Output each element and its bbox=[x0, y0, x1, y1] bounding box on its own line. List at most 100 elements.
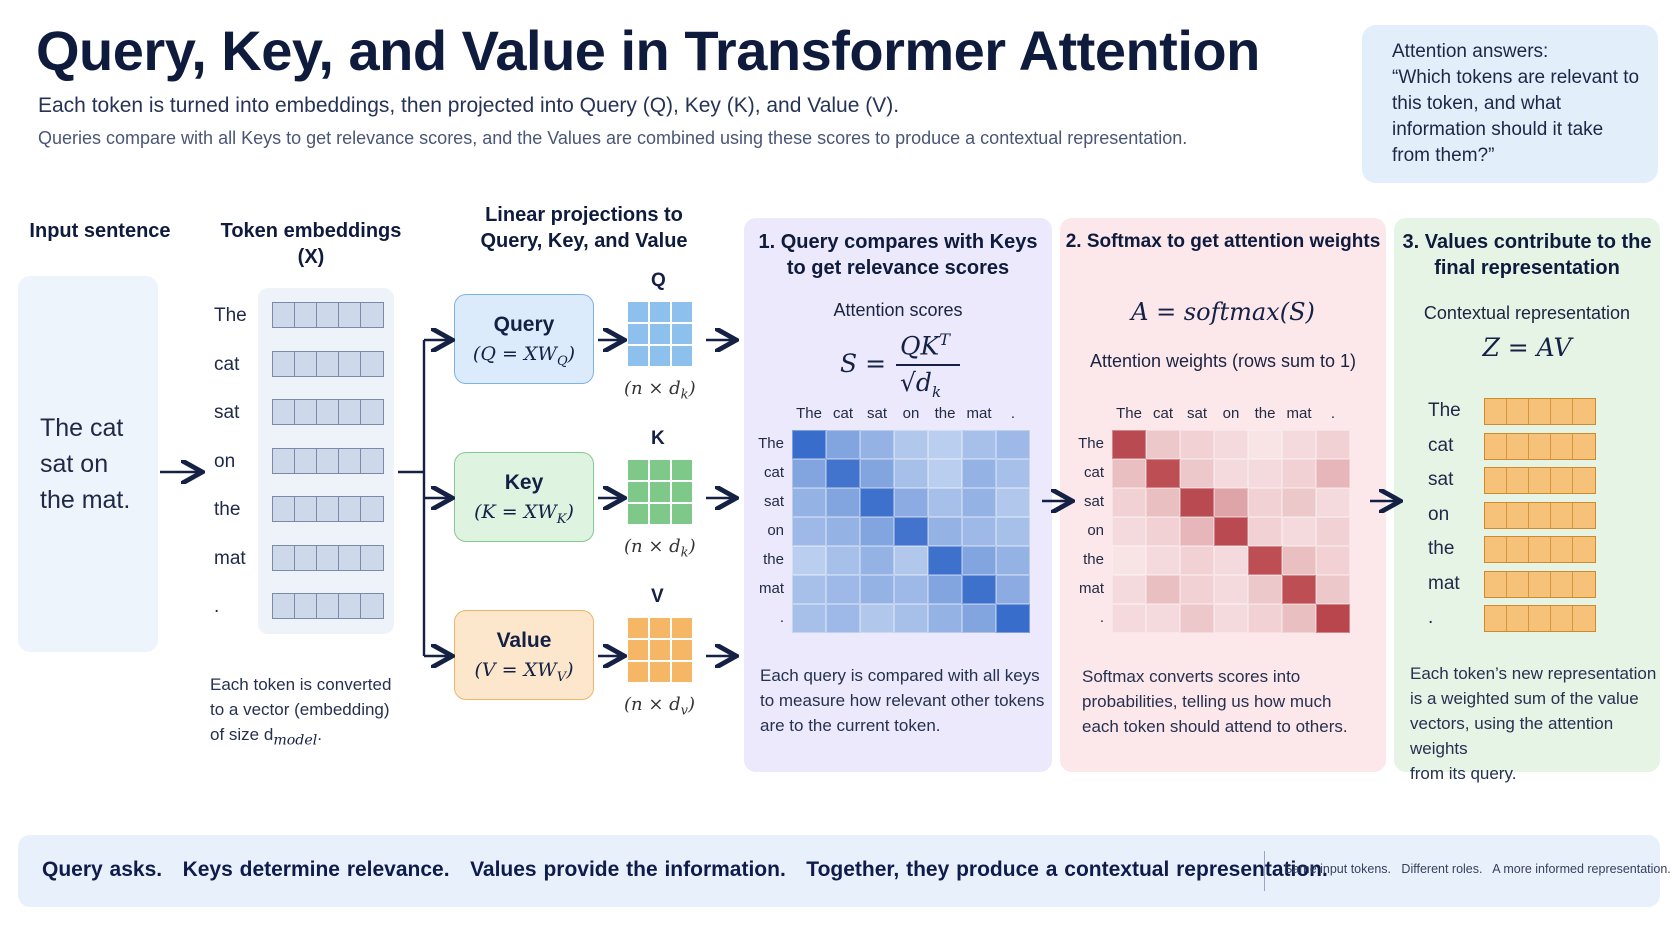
embeddings-header: Token embeddings (X) bbox=[206, 218, 416, 270]
matrix-cell bbox=[672, 324, 692, 344]
projection-formula-close: ) bbox=[566, 659, 574, 681]
weight-row-label: sat bbox=[1083, 493, 1104, 510]
embedding-cell bbox=[295, 303, 317, 327]
score-row-label: . bbox=[779, 609, 784, 626]
weight-row-label: . bbox=[1099, 609, 1104, 626]
projection-formula: (V = XWV) bbox=[455, 659, 593, 685]
output-cell bbox=[1551, 571, 1573, 597]
projection-formula-sub: V bbox=[556, 669, 567, 685]
page-title: Query, Key, and Value in Transformer Att… bbox=[36, 19, 1260, 82]
weight-cell bbox=[1146, 459, 1180, 488]
output-cell bbox=[1507, 433, 1529, 459]
output-cell bbox=[1529, 399, 1551, 424]
weight-row-label: The bbox=[1078, 435, 1104, 452]
weight-cell bbox=[1180, 488, 1214, 517]
weight-cell bbox=[1248, 546, 1282, 575]
projection-formula-text: (V = XW bbox=[474, 659, 557, 681]
score-cell bbox=[962, 575, 996, 604]
score-cell bbox=[996, 546, 1030, 575]
score-row-label: mat bbox=[758, 580, 784, 597]
score-cell bbox=[962, 459, 996, 488]
output-cell bbox=[1485, 433, 1507, 459]
matrix-cell bbox=[650, 346, 670, 366]
step1-label: Attention scores bbox=[833, 300, 963, 320]
output-cell bbox=[1529, 468, 1551, 493]
output-cell bbox=[1551, 537, 1573, 562]
footer-small: Same input tokens. Different roles. A mo… bbox=[1284, 862, 1671, 876]
output-cell bbox=[1551, 502, 1573, 528]
score-cell bbox=[894, 517, 928, 546]
weight-row-label: cat bbox=[1083, 464, 1104, 481]
output-token-label: . bbox=[1428, 607, 1434, 628]
embedding-token-label: the bbox=[214, 499, 241, 520]
output-cell bbox=[1485, 537, 1507, 562]
weight-cell bbox=[1180, 575, 1214, 604]
matrix-cell bbox=[672, 662, 692, 682]
score-cell bbox=[826, 488, 860, 517]
weight-cell bbox=[1180, 604, 1214, 633]
output-vector bbox=[1484, 467, 1596, 494]
embedding-token-label: The bbox=[214, 305, 247, 326]
score-col-label: on bbox=[902, 405, 920, 422]
matrix-cell bbox=[672, 640, 692, 660]
callout-line1: Attention answers: bbox=[1392, 41, 1549, 62]
weight-cell bbox=[1146, 604, 1180, 633]
step1-formula-num-text: QK bbox=[900, 331, 940, 361]
output-cell bbox=[1485, 502, 1507, 528]
output-token-label: mat bbox=[1428, 572, 1460, 594]
embedding-cell bbox=[273, 400, 295, 424]
weight-row-label: the bbox=[1083, 551, 1104, 568]
step1-header-line2: to get relevance scores bbox=[786, 257, 1010, 279]
score-cell bbox=[894, 430, 928, 459]
weight-col-label: mat bbox=[1286, 405, 1312, 422]
output-cell bbox=[1507, 571, 1529, 597]
score-cell bbox=[826, 575, 860, 604]
embedding-cell bbox=[295, 594, 317, 618]
output-cell bbox=[1485, 571, 1507, 597]
weight-cell bbox=[1248, 459, 1282, 488]
embedding-vector bbox=[272, 593, 384, 619]
matrix-dimension: (n × dk) bbox=[624, 536, 696, 561]
weight-cell bbox=[1112, 430, 1146, 459]
output-vector bbox=[1484, 570, 1596, 598]
weight-cell bbox=[1214, 459, 1248, 488]
step3-header-line1: 3. Values contribute to the bbox=[1402, 231, 1652, 253]
matrix-dimension-text: (n × d bbox=[624, 378, 681, 399]
score-cell bbox=[792, 430, 826, 459]
weight-cell bbox=[1214, 488, 1248, 517]
score-cell bbox=[996, 517, 1030, 546]
projection-name: Value bbox=[496, 629, 552, 652]
embedding-cell bbox=[295, 497, 317, 521]
input-line2: sat on bbox=[40, 450, 109, 478]
score-cell bbox=[928, 459, 962, 488]
matrix-cell bbox=[628, 302, 648, 322]
embedding-vector bbox=[272, 544, 384, 571]
matrix-cell bbox=[650, 302, 670, 322]
embedding-cell bbox=[273, 497, 295, 521]
embedding-vector bbox=[272, 302, 384, 328]
weight-cell bbox=[1146, 430, 1180, 459]
score-cell bbox=[792, 517, 826, 546]
embeddings-note-line3: of size dmodel. bbox=[210, 722, 410, 753]
embeddings-note-line3-text: of size d bbox=[210, 725, 274, 744]
score-cell bbox=[894, 604, 928, 633]
embedding-vector bbox=[272, 496, 384, 522]
score-cell bbox=[860, 575, 894, 604]
weight-cell bbox=[1146, 575, 1180, 604]
step1-formula: S = QKT √dk bbox=[838, 330, 998, 401]
score-cell bbox=[860, 430, 894, 459]
embedding-cell bbox=[273, 545, 295, 570]
step1-formula-den-text: √d bbox=[900, 368, 932, 397]
projection-formula-close: ) bbox=[566, 501, 574, 523]
embeddings-header-line1: Token embeddings bbox=[220, 220, 402, 242]
score-cell bbox=[996, 604, 1030, 633]
output-token-label: The bbox=[1428, 400, 1461, 421]
projection-formula-close: ) bbox=[567, 343, 576, 365]
projection-formula-text: (K = XW bbox=[474, 501, 557, 523]
matrix-cell bbox=[628, 640, 648, 660]
weight-cell bbox=[1316, 430, 1350, 459]
score-cell bbox=[792, 459, 826, 488]
output-cell bbox=[1529, 537, 1551, 562]
step3-header: 3. Values contribute to the final repres… bbox=[1394, 229, 1660, 281]
callout-box: Attention answers: “Which tokens are rel… bbox=[1362, 25, 1658, 183]
